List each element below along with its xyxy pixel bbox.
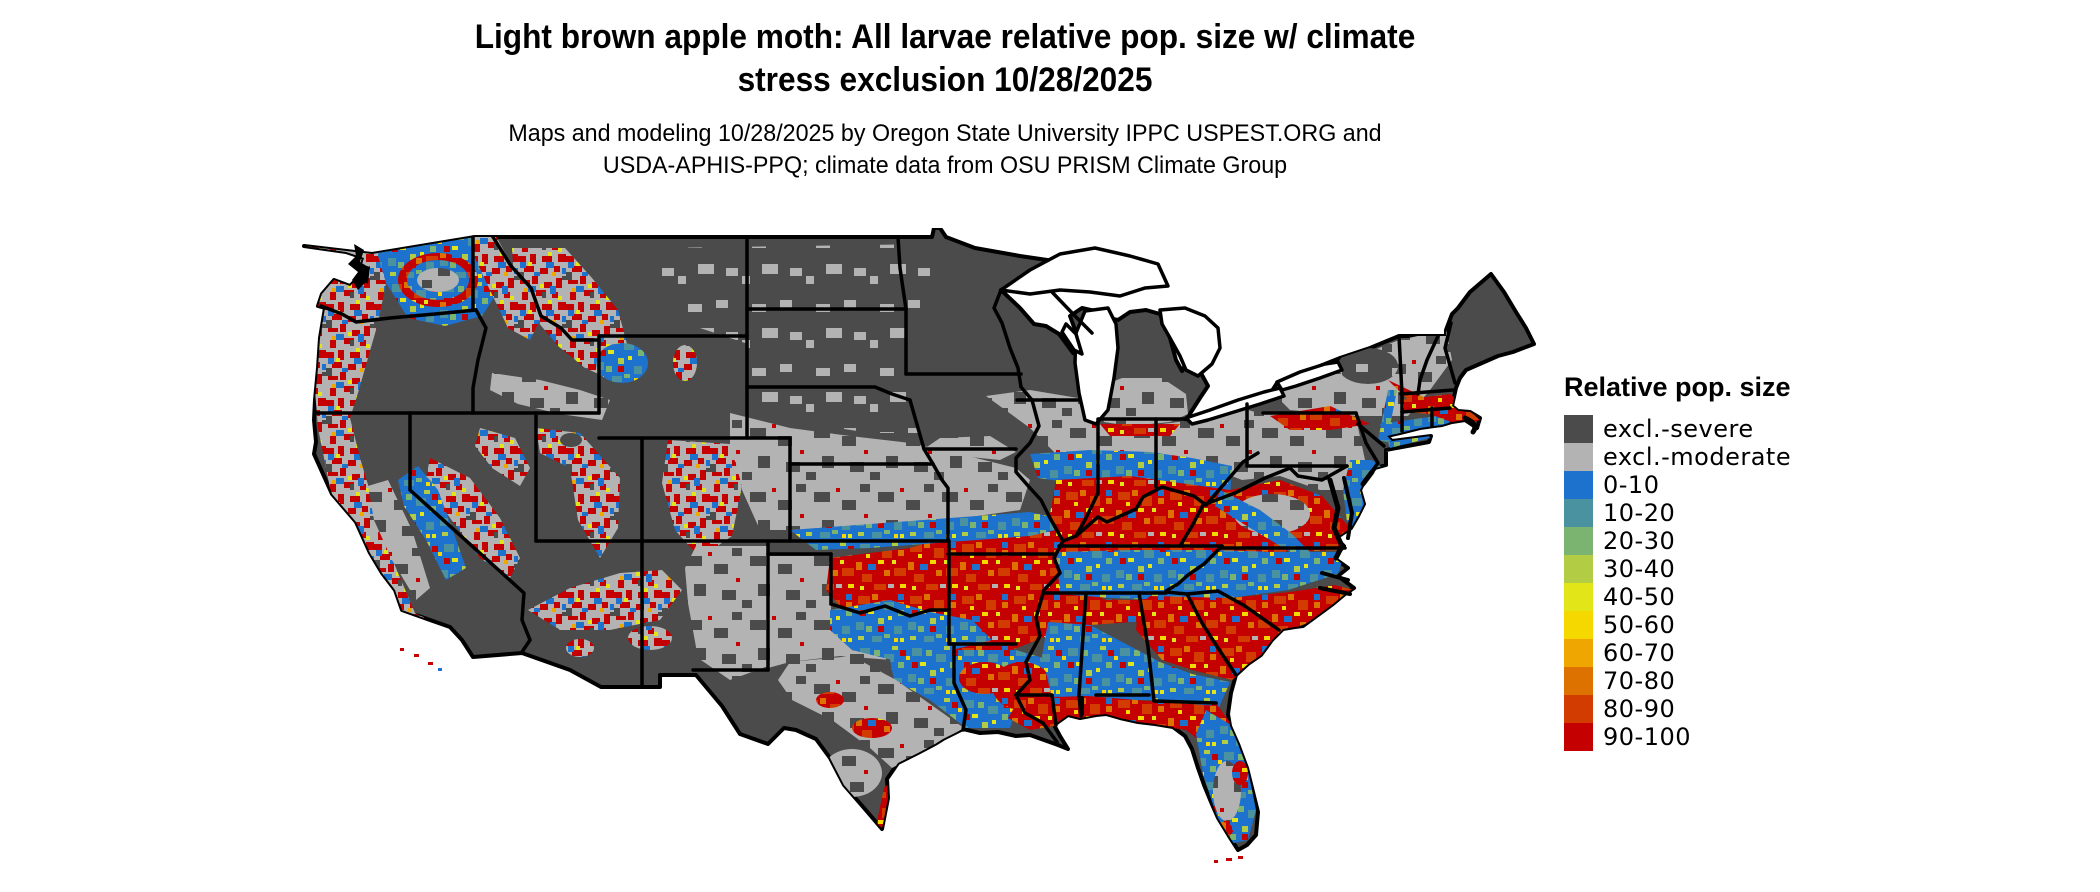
great-lakes	[999, 246, 1344, 426]
region-central-valley	[368, 480, 430, 600]
legend-label: 90-100	[1603, 723, 1692, 751]
region-michigan-shore-red	[1100, 424, 1180, 436]
legend-item-50-60: 50-60	[1564, 611, 1864, 639]
legend-item-20-30: 20-30	[1564, 527, 1864, 555]
legend-label: excl.-severe	[1603, 415, 1754, 443]
lake-ontario	[1275, 360, 1344, 392]
region-adirondacks	[1338, 348, 1398, 384]
legend-item-excl-moderate: excl.-moderate	[1564, 443, 1864, 471]
lake-michigan	[1073, 306, 1120, 426]
legend-item-10-20: 10-20	[1564, 499, 1864, 527]
legend-label: 20-30	[1603, 527, 1676, 555]
region-dakota	[747, 310, 922, 433]
legend-label: 60-70	[1603, 639, 1676, 667]
region-snake-plain	[490, 373, 610, 420]
region-pacific-coast	[304, 236, 476, 670]
legend-swatch	[1564, 583, 1593, 611]
region-wasatch	[536, 428, 620, 558]
map-title: Light brown apple moth: All larvae relat…	[66, 16, 1824, 102]
legend-swatch	[1564, 695, 1593, 723]
lake-erie	[1184, 386, 1286, 426]
legend-label: 70-80	[1603, 667, 1676, 695]
green-bay	[1060, 322, 1084, 356]
legend-item-0-10: 0-10	[1564, 471, 1864, 499]
region-bighorn	[673, 345, 697, 381]
legend-item-70-80: 70-80	[1564, 667, 1864, 695]
region-east-nm-panhandle	[685, 546, 768, 680]
region-gulf-coast-red	[1008, 696, 1240, 760]
region-tennessee-blue-band	[1056, 550, 1345, 600]
legend-swatch	[1564, 471, 1593, 499]
legend-label: 40-50	[1603, 583, 1676, 611]
legend-swatch	[1564, 611, 1593, 639]
albemarle-sound	[1320, 571, 1350, 582]
delaware-bay	[1360, 469, 1375, 487]
legend-label: 0-10	[1603, 471, 1660, 499]
region-ny-red-streak-2	[1388, 380, 1454, 410]
region-hudson-valley	[1378, 390, 1397, 442]
region-colorado-rockies	[662, 440, 742, 558]
cape-cod	[1462, 415, 1478, 435]
legend-item-90-100: 90-100	[1564, 723, 1864, 751]
map-title-line2: stress exclusion 10/28/2025	[737, 61, 1153, 99]
region-deep-south-blue	[1042, 622, 1230, 710]
legend-swatch	[1564, 723, 1593, 751]
legend-list: excl.-severe excl.-moderate 0-10 10-20 2…	[1564, 415, 1864, 751]
legend-label: 30-40	[1603, 555, 1676, 583]
bays-and-sounds	[348, 244, 1478, 716]
lake-superior	[999, 246, 1170, 298]
legend-item-30-40: 30-40	[1564, 555, 1864, 583]
legend-title: Relative pop. size	[1564, 372, 1791, 402]
region-central-plains	[730, 413, 1030, 530]
legend-swatch	[1564, 639, 1593, 667]
us-map-svg	[302, 226, 1536, 863]
great-salt-lake	[560, 433, 582, 447]
map-regions	[304, 236, 1534, 844]
legend-label: excl.-moderate	[1603, 443, 1792, 471]
legend-label: 50-60	[1603, 611, 1676, 639]
region-yellowstone	[596, 343, 648, 383]
lake-huron	[1158, 306, 1222, 378]
legend-swatch	[1564, 499, 1593, 527]
legend-swatch	[1564, 527, 1593, 555]
region-south-texas	[822, 749, 882, 797]
pamlico-sound	[1318, 586, 1352, 596]
region-nevada-ranges-2	[475, 428, 530, 486]
region-central-texas	[778, 656, 964, 768]
region-lower-michigan	[1092, 378, 1188, 426]
region-nevada-ranges-1	[425, 458, 520, 578]
chesapeake-bay	[1327, 477, 1345, 561]
legend-item-40-50: 40-50	[1564, 583, 1864, 611]
puget-sound	[348, 244, 370, 290]
legend-label: 10-20	[1603, 499, 1676, 527]
channel-islands	[400, 648, 442, 671]
map-subtitle: Maps and modeling 10/28/2025 by Oregon S…	[47, 118, 1843, 182]
us-population-map	[230, 226, 1540, 888]
legend-swatch	[1564, 415, 1593, 443]
legend-label: 80-90	[1603, 695, 1676, 723]
region-long-island	[1388, 434, 1430, 448]
legend-swatch	[1564, 443, 1593, 471]
region-carolinas-red	[1136, 585, 1354, 680]
legend-item-80-90: 80-90	[1564, 695, 1864, 723]
region-idaho-panhandle	[473, 236, 542, 340]
legend-swatch	[1564, 667, 1593, 695]
region-appalachian-blue	[1215, 490, 1310, 552]
map-legend: Relative pop. size excl.-severe excl.-mo…	[1564, 372, 1864, 751]
legend-item-excl-severe: excl.-severe	[1564, 415, 1864, 443]
map-subtitle-line1: Maps and modeling 10/28/2025 by Oregon S…	[508, 120, 1382, 147]
legend-swatch	[1564, 555, 1593, 583]
map-subtitle-line2: USDA-APHIS-PPQ; climate data from OSU PR…	[602, 152, 1288, 179]
florida-keys	[1214, 856, 1243, 863]
map-title-line1: Light brown apple moth: All larvae relat…	[474, 18, 1416, 56]
legend-item-60-70: 60-70	[1564, 639, 1864, 667]
